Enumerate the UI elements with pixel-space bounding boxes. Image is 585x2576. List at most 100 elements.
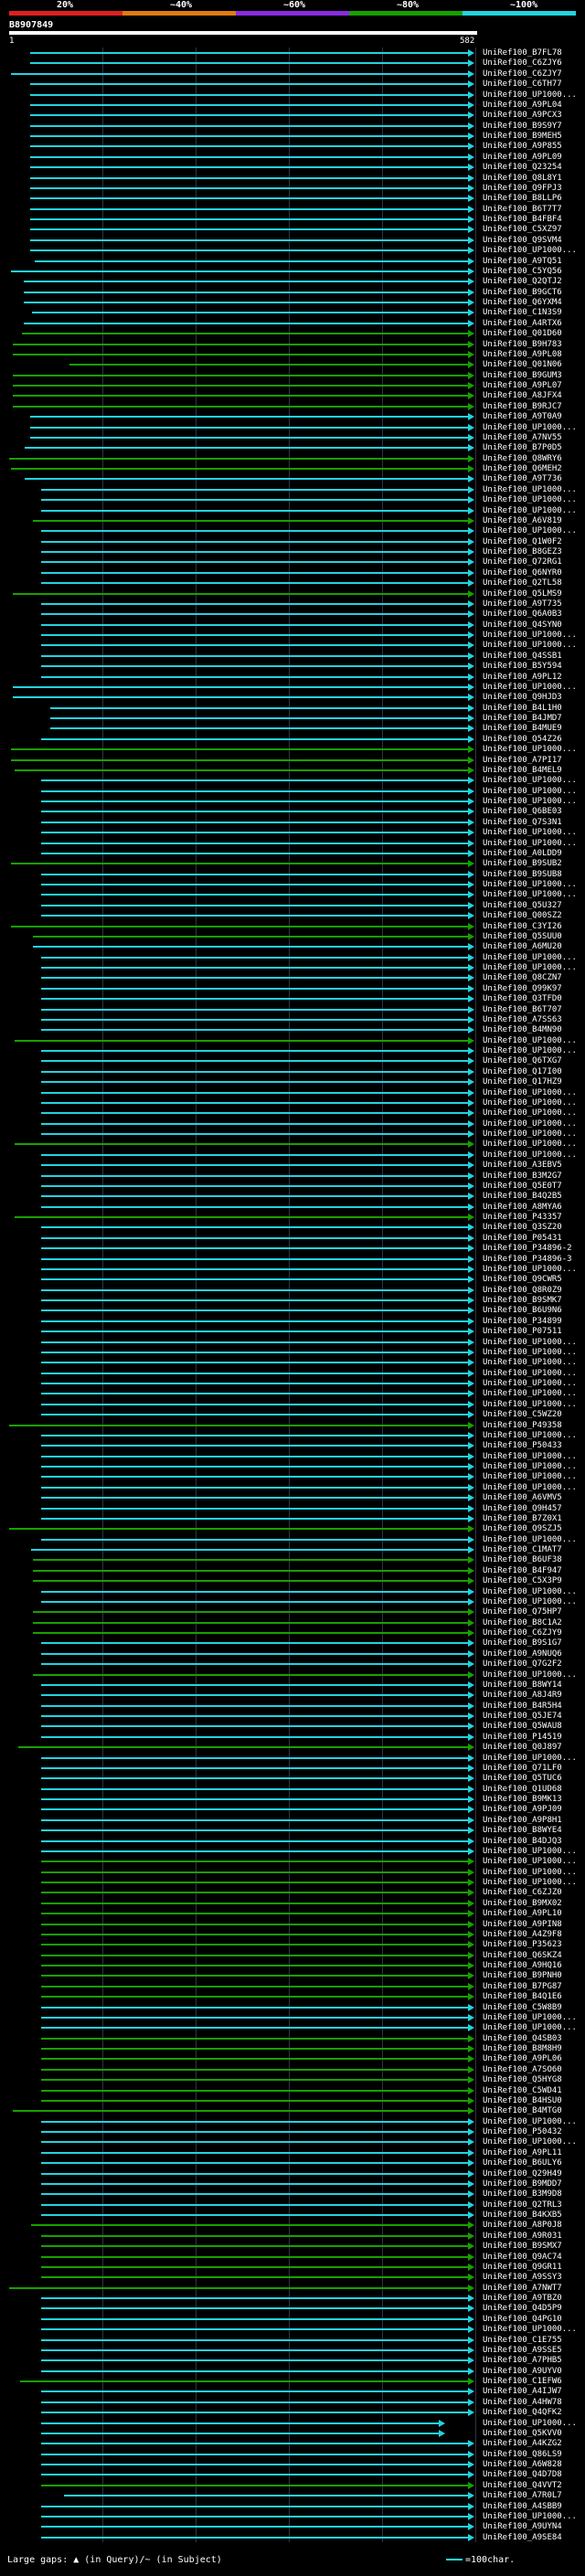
hit-row[interactable]: UniRef100_B9SUB2: [0, 858, 585, 869]
hit-label[interactable]: UniRef100_A4HW78: [483, 2397, 562, 2407]
hit-label[interactable]: UniRef100_B9H783: [483, 339, 562, 349]
hit-label[interactable]: UniRef100_B4F947: [483, 1565, 562, 1575]
hit-row[interactable]: UniRef100_A9P855: [0, 141, 585, 152]
hit-row[interactable]: UniRef100_P43357: [0, 1212, 585, 1223]
hit-label[interactable]: UniRef100_UP1000...: [483, 1150, 577, 1160]
hit-row[interactable]: UniRef100_Q4VVT2: [0, 2480, 585, 2491]
hit-label[interactable]: UniRef100_B9S9Y7: [483, 121, 562, 131]
hit-label[interactable]: UniRef100_B9PNH0: [483, 1971, 562, 1981]
hit-row[interactable]: UniRef100_Q3TFD0: [0, 993, 585, 1004]
hit-row[interactable]: UniRef100_C5X3P9: [0, 1575, 585, 1586]
hit-label[interactable]: UniRef100_A7NWT7: [483, 2283, 562, 2293]
hit-row[interactable]: UniRef100_B4KXB5: [0, 2210, 585, 2221]
hit-row[interactable]: UniRef100_Q4D7D8: [0, 2469, 585, 2480]
hit-label[interactable]: UniRef100_Q75HP7: [483, 1607, 562, 1617]
hit-label[interactable]: UniRef100_UP1000...: [483, 1358, 577, 1368]
hit-label[interactable]: UniRef100_B4HSU0: [483, 2095, 562, 2105]
hit-label[interactable]: UniRef100_Q9HJD3: [483, 693, 562, 703]
hit-label[interactable]: UniRef100_UP1000...: [483, 838, 577, 848]
hit-row[interactable]: UniRef100_UP1000...: [0, 1337, 585, 1348]
hit-label[interactable]: UniRef100_A9PL12: [483, 672, 562, 682]
hit-label[interactable]: UniRef100_C5WZ20: [483, 1410, 562, 1420]
hit-label[interactable]: UniRef100_UP1000...: [483, 890, 577, 900]
hit-label[interactable]: UniRef100_UP1000...: [483, 641, 577, 651]
hit-label[interactable]: UniRef100_UP1000...: [483, 1389, 577, 1399]
hit-row[interactable]: UniRef100_Q2QTJ2: [0, 276, 585, 287]
hit-row[interactable]: UniRef100_B4DJQ3: [0, 1836, 585, 1847]
hit-row[interactable]: UniRef100_A9PL04: [0, 100, 585, 111]
hit-row[interactable]: UniRef100_A6V819: [0, 515, 585, 526]
hit-row[interactable]: UniRef100_UP1000...: [0, 1045, 585, 1056]
hit-row[interactable]: UniRef100_C5WZ20: [0, 1409, 585, 1420]
hit-label[interactable]: UniRef100_Q4VVT2: [483, 2480, 562, 2490]
hit-row[interactable]: UniRef100_B9MDD7: [0, 2178, 585, 2189]
hit-row[interactable]: UniRef100_Q54Z26: [0, 734, 585, 745]
hit-label[interactable]: UniRef100_A9PL10: [483, 1909, 562, 1919]
hit-label[interactable]: UniRef100_B6ULY6: [483, 2158, 562, 2168]
hit-label[interactable]: UniRef100_UP1000...: [483, 526, 577, 536]
hit-label[interactable]: UniRef100_B9MEH5: [483, 132, 562, 141]
hit-row[interactable]: UniRef100_UP1000...: [0, 1856, 585, 1867]
hit-row[interactable]: UniRef100_UP1000...: [0, 1461, 585, 1472]
hit-row[interactable]: UniRef100_Q9GR11: [0, 2262, 585, 2273]
hit-label[interactable]: UniRef100_B9SUB8: [483, 869, 562, 879]
hit-row[interactable]: UniRef100_A9PCX3: [0, 110, 585, 121]
hit-row[interactable]: UniRef100_Q2TRL3: [0, 2200, 585, 2210]
hit-label[interactable]: UniRef100_Q4D5P9: [483, 2304, 562, 2314]
hit-row[interactable]: UniRef100_A6W828: [0, 2459, 585, 2470]
hit-row[interactable]: UniRef100_A4HW78: [0, 2397, 585, 2408]
hit-label[interactable]: UniRef100_UP1000...: [483, 2137, 577, 2147]
hit-label[interactable]: UniRef100_Q8WRY6: [483, 453, 562, 463]
hit-row[interactable]: UniRef100_UP1000...: [0, 1264, 585, 1275]
hit-label[interactable]: UniRef100_Q6MEH2: [483, 464, 562, 473]
hit-row[interactable]: UniRef100_Q5JE74: [0, 1711, 585, 1722]
hit-label[interactable]: UniRef100_Q5JE74: [483, 1712, 562, 1721]
hit-label[interactable]: UniRef100_UP1000...: [483, 505, 577, 515]
hit-row[interactable]: UniRef100_UP1000...: [0, 1670, 585, 1680]
hit-label[interactable]: UniRef100_UP1000...: [483, 963, 577, 972]
hit-label[interactable]: UniRef100_P34896-2: [483, 1244, 572, 1254]
hit-row[interactable]: UniRef100_B7FL78: [0, 48, 585, 58]
hit-row[interactable]: UniRef100_UP1000...: [0, 1035, 585, 1046]
hit-row[interactable]: UniRef100_A4KZG2: [0, 2438, 585, 2449]
hit-label[interactable]: UniRef100_Q54Z26: [483, 734, 562, 744]
hit-row[interactable]: UniRef100_P34896-2: [0, 1243, 585, 1254]
hit-row[interactable]: UniRef100_UP1000...: [0, 1482, 585, 1493]
hit-row[interactable]: UniRef100_UP1000...: [0, 2012, 585, 2023]
hit-label[interactable]: UniRef100_P49358: [483, 1420, 562, 1430]
hit-row[interactable]: UniRef100_C1EFW6: [0, 2376, 585, 2387]
hit-row[interactable]: UniRef100_A4IJW7: [0, 2386, 585, 2397]
hit-row[interactable]: UniRef100_B7Z0X1: [0, 1513, 585, 1524]
hit-row[interactable]: UniRef100_P50432: [0, 2126, 585, 2137]
hit-row[interactable]: UniRef100_Q5KVV0: [0, 2428, 585, 2439]
hit-label[interactable]: UniRef100_UP1000...: [483, 1087, 577, 1097]
hit-label[interactable]: UniRef100_B3M9D8: [483, 2189, 562, 2200]
hit-row[interactable]: UniRef100_P05431: [0, 1233, 585, 1244]
hit-row[interactable]: UniRef100_B4MUE9: [0, 723, 585, 734]
hit-label[interactable]: UniRef100_Q71LF0: [483, 1763, 562, 1773]
hit-label[interactable]: UniRef100_UP1000...: [483, 90, 577, 100]
hit-row[interactable]: UniRef100_Q01D60: [0, 328, 585, 339]
hit-label[interactable]: UniRef100_A6VMV5: [483, 1493, 562, 1503]
hit-row[interactable]: UniRef100_C6ZJZ0: [0, 1887, 585, 1898]
hit-row[interactable]: UniRef100_A7PHB5: [0, 2355, 585, 2366]
hit-row[interactable]: UniRef100_P35623: [0, 1939, 585, 1950]
hit-label[interactable]: UniRef100_Q9H457: [483, 1503, 562, 1513]
hit-label[interactable]: UniRef100_UP1000...: [483, 1108, 577, 1118]
hit-label[interactable]: UniRef100_A7NV55: [483, 432, 562, 442]
hit-row[interactable]: UniRef100_Q8WRY6: [0, 453, 585, 464]
hit-label[interactable]: UniRef100_B4Q1E6: [483, 1992, 562, 2002]
hit-label[interactable]: UniRef100_B8GEZ3: [483, 547, 562, 557]
hit-label[interactable]: UniRef100_C6ZJY9: [483, 1628, 562, 1638]
hit-row[interactable]: UniRef100_UP1000...: [0, 1430, 585, 1441]
hit-label[interactable]: UniRef100_B4L1H0: [483, 703, 562, 713]
hit-row[interactable]: UniRef100_UP1000...: [0, 1388, 585, 1399]
hit-label[interactable]: UniRef100_C5W8B9: [483, 2002, 562, 2012]
hit-label[interactable]: UniRef100_Q5SUU0: [483, 931, 562, 941]
hit-row[interactable]: UniRef100_B9S9Y7: [0, 121, 585, 132]
hit-row[interactable]: UniRef100_C1E755: [0, 2335, 585, 2346]
hit-label[interactable]: UniRef100_A4IJW7: [483, 2387, 562, 2397]
hit-row[interactable]: UniRef100_UP1000...: [0, 630, 585, 641]
hit-row[interactable]: UniRef100_Q01N06: [0, 359, 585, 370]
hit-label[interactable]: UniRef100_A9PL09: [483, 152, 562, 162]
